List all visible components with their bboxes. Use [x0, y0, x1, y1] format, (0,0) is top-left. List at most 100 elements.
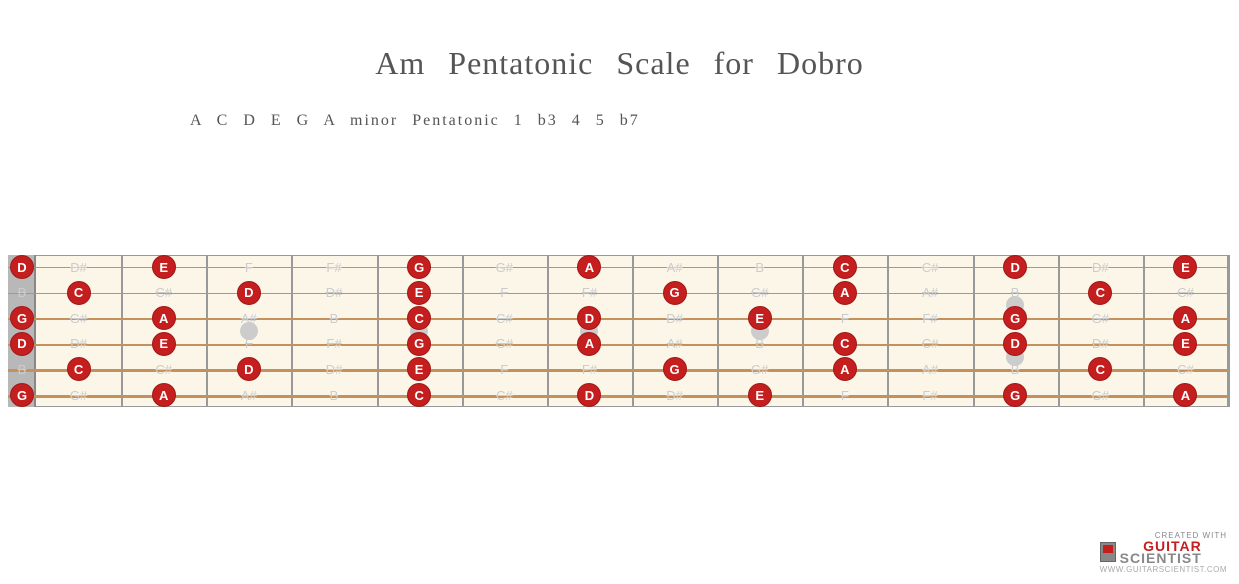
note-inactive: C# — [152, 281, 176, 305]
note-active: C — [407, 306, 431, 330]
note-active: E — [748, 383, 772, 407]
note-inactive: C# — [152, 357, 176, 381]
note-inactive: B — [322, 383, 346, 407]
note-inactive: A# — [237, 383, 261, 407]
page-subtitle: A C D E G A minor Pentatonic 1 b3 4 5 b7 — [190, 112, 1239, 130]
string-line — [8, 293, 1228, 294]
fret-line — [377, 255, 379, 407]
note-active: A — [833, 281, 857, 305]
note-active: E — [1173, 332, 1197, 356]
note-inactive: A# — [663, 255, 687, 279]
note-inactive: G# — [1088, 306, 1112, 330]
note-active: A — [577, 255, 601, 279]
fret-line — [802, 255, 804, 407]
page-title: Am Pentatonic Scale for Dobro — [0, 45, 1239, 82]
note-active: D — [577, 383, 601, 407]
note-inactive: A# — [918, 281, 942, 305]
note-inactive: G# — [67, 306, 91, 330]
note-active: C — [67, 357, 91, 381]
note-active: G — [1003, 383, 1027, 407]
note-inactive: C# — [492, 306, 516, 330]
note-inactive: F# — [322, 332, 346, 356]
note-inactive: A# — [237, 306, 261, 330]
note-active: C — [833, 332, 857, 356]
note-inactive: B — [1003, 357, 1027, 381]
note-active: D — [10, 255, 34, 279]
note-inactive: D# — [1088, 255, 1112, 279]
note-inactive: F# — [918, 306, 942, 330]
fret-line — [887, 255, 889, 407]
note-active: C — [1088, 357, 1112, 381]
fret-line — [1058, 255, 1060, 407]
fretboard: DD#EFF#GG#AA#BCC#DD#EBCC#DD#EFF#GG#AA#BC… — [8, 255, 1228, 407]
string-line — [8, 267, 1228, 268]
note-active: G — [1003, 306, 1027, 330]
string-line — [8, 318, 1228, 320]
note-inactive: F# — [918, 383, 942, 407]
string-line — [8, 395, 1228, 398]
note-inactive: D# — [322, 357, 346, 381]
fret-line — [973, 255, 975, 407]
note-active: A — [1173, 383, 1197, 407]
note-inactive: B — [10, 281, 34, 305]
note-active: A — [833, 357, 857, 381]
note-active: D — [237, 357, 261, 381]
note-active: G — [10, 306, 34, 330]
note-inactive: A# — [918, 357, 942, 381]
fret-line — [717, 255, 719, 407]
note-inactive: C# — [918, 332, 942, 356]
fret-line — [121, 255, 123, 407]
note-inactive: F# — [577, 357, 601, 381]
note-active: E — [407, 281, 431, 305]
credit-badge: CREATED WITH GUITAR SCIENTIST WWW.GUITAR… — [1100, 531, 1227, 574]
note-inactive: D# — [322, 281, 346, 305]
note-active: C — [407, 383, 431, 407]
note-active: A — [577, 332, 601, 356]
note-inactive: G# — [67, 383, 91, 407]
note-inactive: G# — [748, 281, 772, 305]
note-active: D — [577, 306, 601, 330]
fretboard-bg — [8, 255, 1228, 407]
fret-line — [462, 255, 464, 407]
note-inactive: F — [237, 255, 261, 279]
note-inactive: B — [322, 306, 346, 330]
note-active: A — [152, 306, 176, 330]
note-active: A — [1173, 306, 1197, 330]
note-active: G — [407, 332, 431, 356]
note-active: C — [67, 281, 91, 305]
note-inactive: F — [833, 306, 857, 330]
credit-logo-icon — [1100, 542, 1116, 562]
note-inactive: B — [1003, 281, 1027, 305]
credit-url: WWW.GUITARSCIENTIST.COM — [1100, 565, 1227, 574]
note-active: E — [152, 255, 176, 279]
string-line — [8, 344, 1228, 346]
fret-line — [291, 255, 293, 407]
note-active: G — [407, 255, 431, 279]
fret-line — [206, 255, 208, 407]
note-active: G — [663, 357, 687, 381]
note-inactive: F# — [577, 281, 601, 305]
note-inactive: G# — [748, 357, 772, 381]
note-active: D — [237, 281, 261, 305]
note-inactive: D# — [1088, 332, 1112, 356]
note-inactive: G# — [492, 255, 516, 279]
note-inactive: F — [237, 332, 261, 356]
note-inactive: C# — [918, 255, 942, 279]
note-active: G — [663, 281, 687, 305]
note-active: E — [407, 357, 431, 381]
string-line — [8, 369, 1228, 371]
note-active: A — [152, 383, 176, 407]
note-inactive: F — [833, 383, 857, 407]
fret-line — [1228, 255, 1230, 407]
note-active: C — [1088, 281, 1112, 305]
note-inactive: G# — [1088, 383, 1112, 407]
note-inactive: C# — [492, 383, 516, 407]
note-inactive: F — [492, 357, 516, 381]
credit-brand-1: GUITAR — [1120, 540, 1202, 553]
note-inactive: G# — [492, 332, 516, 356]
note-inactive: F# — [322, 255, 346, 279]
note-active: E — [152, 332, 176, 356]
note-inactive: B — [748, 332, 772, 356]
note-inactive: D# — [663, 306, 687, 330]
note-active: E — [748, 306, 772, 330]
